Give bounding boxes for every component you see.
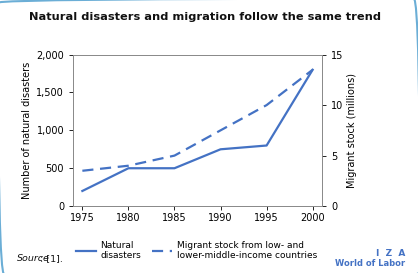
Text: Natural disasters and migration follow the same trend: Natural disasters and migration follow t… — [29, 12, 381, 22]
Legend: Natural
disasters, Migrant stock from low- and
lower-middle-income countries: Natural disasters, Migrant stock from lo… — [76, 241, 317, 260]
Text: World of Labor: World of Labor — [335, 259, 405, 268]
Text: Source: Source — [17, 254, 50, 263]
Y-axis label: Number of natural disasters: Number of natural disasters — [22, 62, 32, 199]
Text: I  Z  A: I Z A — [376, 249, 405, 258]
Text: : [1].: : [1]. — [40, 254, 63, 263]
Y-axis label: Migrant stock (millions): Migrant stock (millions) — [347, 73, 357, 188]
